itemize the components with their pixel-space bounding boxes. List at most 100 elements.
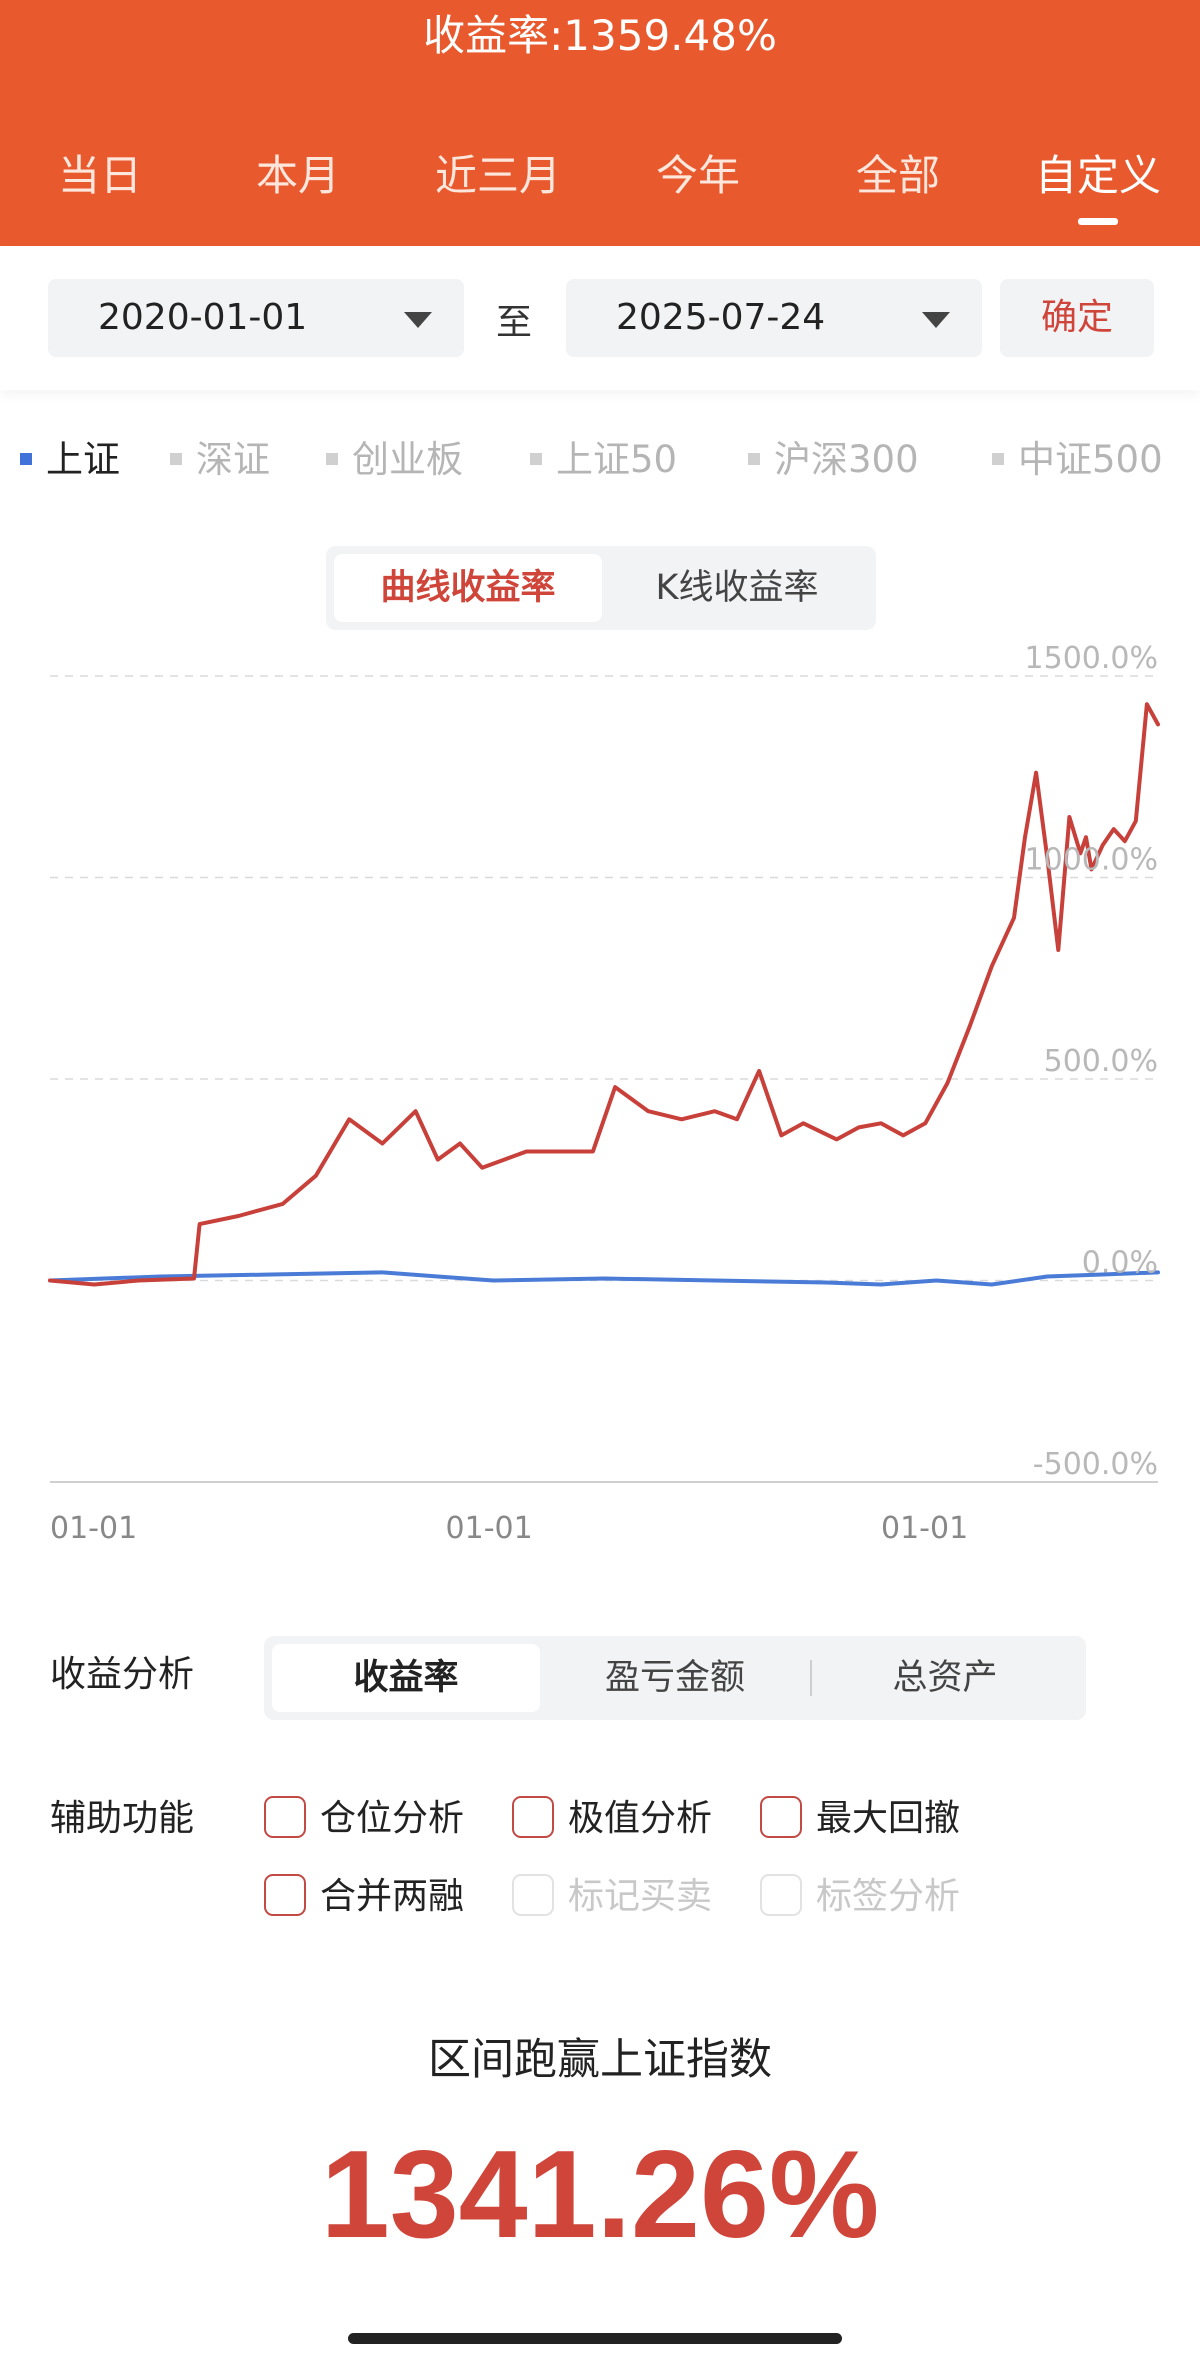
series-marker (20, 452, 32, 465)
data-point (1156, 1270, 1160, 1274)
analysis-return-rate[interactable]: 收益率 (272, 1644, 540, 1712)
data-point (380, 1270, 384, 1274)
data-point (1078, 851, 1082, 855)
series-marker (992, 452, 1004, 465)
x-tick-label: 01-01 (881, 1511, 968, 1546)
data-point (779, 1133, 783, 1137)
data-point (458, 1142, 462, 1145)
index-label: 创业板 (352, 438, 463, 481)
data-point (198, 1222, 202, 1226)
data-point (1034, 771, 1038, 775)
data-point (1112, 827, 1116, 831)
y-tick-label: 1500.0% (1025, 641, 1158, 676)
end-date-select[interactable]: 2025-07-24 (566, 279, 982, 357)
index-item-szse[interactable]: 深证 (170, 430, 270, 490)
data-point (990, 1283, 994, 1286)
analysis-total-assets[interactable]: 总资产 (892, 1658, 998, 1698)
data-point (680, 1117, 684, 1121)
data-point (491, 1279, 495, 1282)
data-point (1045, 1275, 1049, 1278)
index-item-csi500[interactable]: 中证500 (992, 430, 1163, 490)
data-point (1101, 1273, 1105, 1276)
checkbox-icon (512, 1796, 554, 1838)
data-point (436, 1158, 440, 1162)
return-chart: 1500.0% 1000.0% 500.0% 0.0% -500.0% 01-01 01-0… (48, 641, 1160, 1546)
index-item-chinext[interactable]: 创业板 (326, 430, 463, 490)
index-item-sse[interactable]: 上证 (20, 430, 120, 490)
data-point (946, 1081, 949, 1085)
data-point (314, 1174, 318, 1178)
checkbox-label: 标签分析 (816, 1876, 961, 1917)
end-date-value: 2025-07-24 (616, 297, 826, 338)
data-point (137, 1279, 141, 1282)
merge-margin-checkbox[interactable]: 合并两融 (264, 1872, 464, 1922)
analysis-profit-amount[interactable]: 盈亏金额 (604, 1658, 745, 1698)
position-analysis-checkbox[interactable]: 仓位分析 (264, 1794, 464, 1844)
data-point (281, 1202, 285, 1206)
checkbox-label: 标记买卖 (568, 1876, 713, 1917)
analysis-segmented-control: 收益率 盈亏金额 总资产 (264, 1636, 1086, 1720)
extremum-analysis-checkbox[interactable]: 极值分析 (512, 1794, 712, 1844)
tab-custom[interactable]: 自定义 (1034, 151, 1161, 200)
data-point (757, 1069, 761, 1073)
data-point (502, 1158, 506, 1162)
index-item-sse50[interactable]: 上证50 (530, 430, 677, 490)
tab-last-three-months[interactable]: 近三月 (434, 151, 561, 200)
checkbox-icon (760, 1796, 802, 1838)
chart-mode-toggle: 曲线收益率 K线收益率 (326, 546, 876, 630)
kline-return-mode[interactable]: K线收益率 (655, 568, 819, 608)
sse-index-series (48, 1270, 1160, 1287)
checkbox-label: 最大回撤 (816, 1798, 961, 1839)
data-point (835, 1137, 839, 1141)
start-date-select[interactable]: 2020-01-01 (48, 279, 464, 357)
aux-features-label: 辅助功能 (50, 1798, 195, 1839)
data-point (591, 1150, 595, 1153)
data-point (236, 1214, 240, 1218)
data-point (1067, 815, 1071, 819)
data-point (1045, 855, 1049, 859)
mark-trades-checkbox: 标记买卖 (512, 1872, 712, 1922)
curve-return-mode[interactable]: 曲线收益率 (334, 554, 602, 622)
x-tick-label: 01-01 (50, 1511, 137, 1546)
chevron-down-icon (404, 312, 432, 328)
start-date-value: 2020-01-01 (98, 297, 308, 338)
data-point (934, 1279, 938, 1282)
index-label: 上证 (46, 438, 120, 481)
index-label: 中证500 (1018, 438, 1163, 481)
date-range-bar: 2020-01-01 至 2025-07-24 确定 (0, 246, 1200, 390)
tag-analysis-checkbox: 标签分析 (760, 1872, 960, 1922)
data-point (436, 1275, 440, 1278)
date-separator: 至 (496, 302, 533, 343)
index-label: 沪深300 (774, 438, 919, 481)
data-point (48, 1279, 52, 1282)
data-point (879, 1121, 883, 1125)
checkbox-icon (512, 1874, 554, 1916)
series-marker (170, 452, 182, 465)
y-tick-label: 0.0% (1082, 1246, 1158, 1281)
confirm-button[interactable]: 确定 (1000, 279, 1154, 357)
max-drawdown-checkbox[interactable]: 最大回撤 (760, 1794, 960, 1844)
tab-this-year[interactable]: 今年 (655, 151, 740, 200)
checkbox-icon (264, 1874, 306, 1916)
data-point (613, 1085, 617, 1089)
data-point (524, 1150, 528, 1153)
data-point (92, 1283, 96, 1286)
series-marker (530, 452, 542, 465)
checkbox-icon (760, 1874, 802, 1916)
tab-today[interactable]: 当日 (57, 151, 142, 200)
data-point (270, 1273, 274, 1276)
data-point (857, 1125, 861, 1129)
checkbox-icon (264, 1796, 306, 1838)
analysis-label: 收益分析 (50, 1654, 195, 1695)
tab-this-month[interactable]: 本月 (255, 151, 340, 200)
divider (810, 1660, 812, 1696)
header-bar: 收益率:1359.48% 当日 本月 近三月 今年 全部 自定义 (0, 0, 1200, 246)
outperform-label: 区间跑赢上证指数 (428, 2035, 772, 2085)
tab-all[interactable]: 全部 (855, 151, 940, 200)
series-line (48, 702, 1160, 1287)
data-point (1134, 819, 1138, 823)
home-indicator[interactable] (348, 2333, 842, 2344)
data-point (347, 1117, 351, 1121)
data-point (1023, 835, 1027, 839)
index-item-csi300[interactable]: 沪深300 (748, 430, 919, 490)
